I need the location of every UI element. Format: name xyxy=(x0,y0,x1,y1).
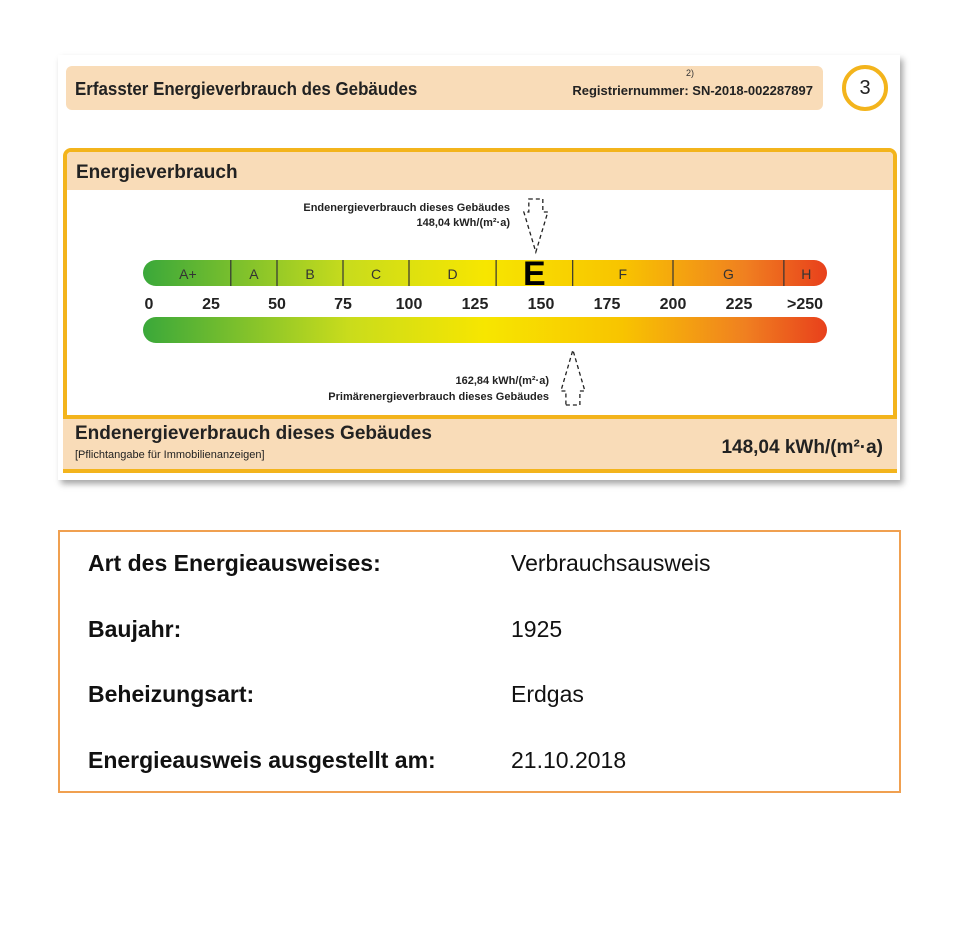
class-label-A+: A+ xyxy=(179,266,197,282)
footer-title: Endenergieverbrauch dieses Gebäudes xyxy=(75,423,432,444)
tick-label: 50 xyxy=(268,296,286,313)
energy-scale: A+ A B C D E F G H 0 25 50 75 100 125 150 175 200 225 >250 xyxy=(143,198,827,406)
gradient-bar xyxy=(143,317,827,343)
primary-energy-label: Primärenergieverbrauch dieses Gebäudes xyxy=(328,391,549,403)
info-value: Verbrauchsausweis xyxy=(511,550,711,576)
panel-title-text: Energieverbrauch xyxy=(76,162,238,183)
tick-label: 0 xyxy=(145,296,154,313)
end-energy-label: Endenergieverbrauch dieses Gebäudes xyxy=(303,202,510,214)
energy-certificate-excerpt: Erfasster Energieverbrauch des Gebäudes … xyxy=(58,55,900,480)
tick-label: 225 xyxy=(726,296,753,313)
footer-value: 148,04 kWh/(m²·a) xyxy=(721,437,883,458)
class-bar xyxy=(143,260,827,286)
primary-energy-value: 162,84 kWh/(m²·a) xyxy=(455,375,549,387)
panel-title: Energieverbrauch xyxy=(67,152,893,190)
tick-label: 200 xyxy=(660,296,687,313)
end-energy-value: 148,04 kWh/(m²·a) xyxy=(416,217,510,229)
tick-label: 25 xyxy=(202,296,220,313)
class-label-A: A xyxy=(249,266,259,282)
info-value: 1925 xyxy=(511,616,563,642)
class-label-B: B xyxy=(305,266,314,282)
info-label: Energieausweis ausgestellt am: xyxy=(88,747,436,773)
class-label-H: H xyxy=(801,266,811,282)
energy-panel: Energieverbrauch xyxy=(63,148,897,471)
info-label: Art des Energieausweises: xyxy=(88,550,381,576)
class-label-D: D xyxy=(447,266,457,282)
header-title: Erfasster Energieverbrauch des Gebäudes xyxy=(75,79,418,99)
class-label-C: C xyxy=(371,266,381,282)
class-label-G: G xyxy=(723,266,734,282)
page-number-badge: 3 xyxy=(842,65,888,111)
info-value: 21.10.2018 xyxy=(511,747,627,773)
info-label: Baujahr: xyxy=(88,616,182,642)
header-bar: Erfasster Energieverbrauch des Gebäudes … xyxy=(66,66,823,110)
end-energy-arrow-icon xyxy=(522,198,549,255)
info-label: Beheizungsart: xyxy=(88,681,255,707)
tick-label: 175 xyxy=(594,296,621,313)
tick-label: 100 xyxy=(396,296,423,313)
info-value: Erdgas xyxy=(511,681,584,707)
tick-label: 75 xyxy=(334,296,352,313)
class-label-E: E xyxy=(523,255,546,293)
footnote-marker: 2) xyxy=(686,68,695,78)
tick-label: 125 xyxy=(462,296,489,313)
registration-number: Registriernummer: SN-2018-002287897 xyxy=(572,83,813,98)
primary-energy-arrow-icon xyxy=(560,347,586,406)
class-label-F: F xyxy=(619,266,628,282)
tick-label: 150 xyxy=(528,296,555,313)
footer-note: [Pflichtangabe für Immobilienanzeigen] xyxy=(75,449,265,461)
info-box: Art des Energieausweises: Verbrauchsauswe… xyxy=(58,530,901,793)
tick-label: >250 xyxy=(787,296,823,313)
end-energy-footer: Endenergieverbrauch dieses Gebäudes [Pfl… xyxy=(63,415,897,473)
